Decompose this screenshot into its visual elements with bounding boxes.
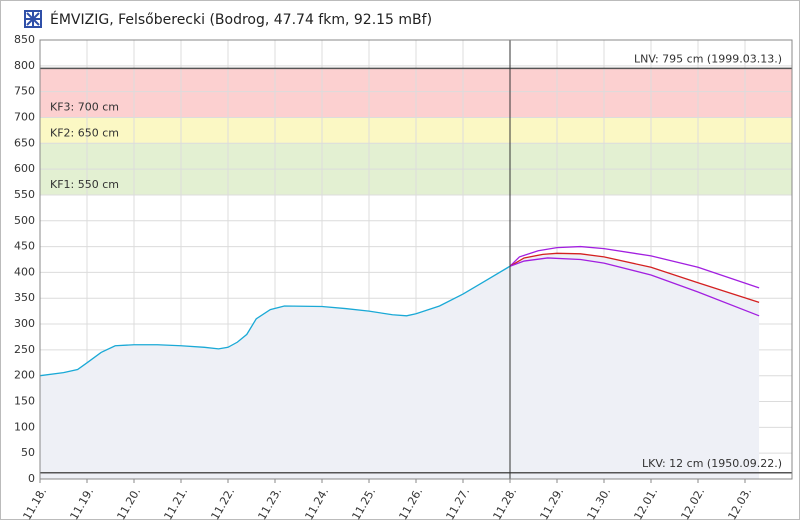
chart-title: ÉMVIZIG, Felsőberecki (Bodrog, 47.74 fkm… (50, 11, 432, 28)
series-line (509, 252, 760, 303)
y-tick-label: 650 (14, 136, 35, 149)
y-tick-label: 400 (14, 265, 35, 278)
y-tick-label: 750 (14, 85, 35, 98)
level-label: KF2: 650 cm (50, 126, 119, 139)
series-line (39, 265, 511, 377)
series-line (509, 257, 760, 317)
y-tick-label: 550 (14, 188, 35, 201)
series-line (509, 245, 760, 289)
y-tick-label: 250 (14, 343, 35, 356)
lnv-label: LNV: 795 cm (1999.03.13.) (634, 52, 782, 65)
y-tick-label: 350 (14, 291, 35, 304)
plot-frame (39, 39, 793, 480)
logo (24, 10, 42, 28)
y-tick-label: 700 (14, 110, 35, 123)
lkv-label: LKV: 12 cm (1950.09.22.) (642, 457, 782, 470)
y-tick-label: 850 (14, 33, 35, 46)
y-tick-label: 150 (14, 395, 35, 408)
y-tick-label: 50 (21, 446, 35, 459)
y-tick-label: 200 (14, 369, 35, 382)
y-tick-label: 500 (14, 214, 35, 227)
area (510, 253, 760, 479)
y-tick-label: 600 (14, 162, 35, 175)
y-tick-label: 800 (14, 59, 35, 72)
level-label: KF1: 550 cm (50, 178, 119, 191)
y-tick-label: 300 (14, 317, 35, 330)
y-tick-label: 0 (28, 472, 35, 485)
y-tick-label: 450 (14, 240, 35, 253)
y-tick-label: 100 (14, 420, 35, 433)
area (40, 266, 510, 479)
level-label: KF3: 700 cm (50, 100, 119, 113)
